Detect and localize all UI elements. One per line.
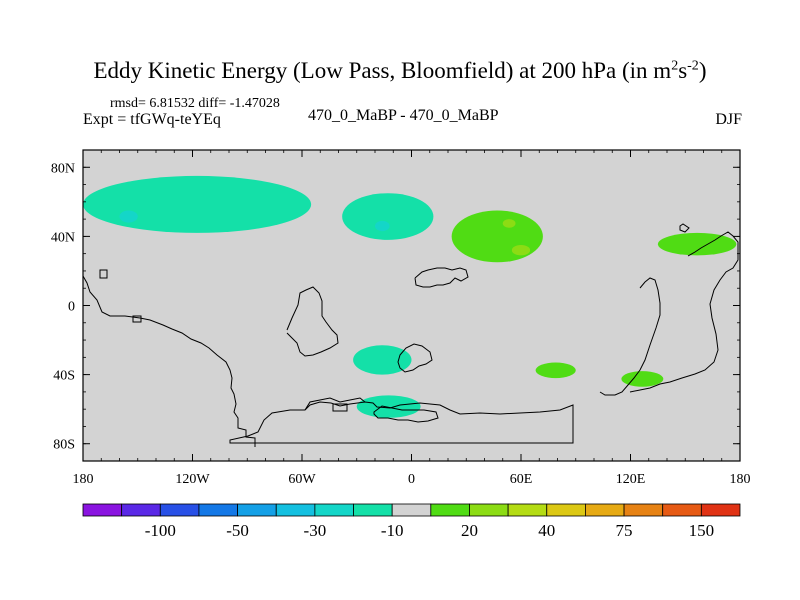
x-tick-label: 120E (616, 472, 646, 487)
anomaly-region-s-indian (535, 362, 576, 379)
experiment-label: Expt = tfGWq-teYEq (83, 111, 221, 128)
y-axis: 80N 40N 0 40S 80S (51, 149, 740, 462)
anomaly-region-n-pacific-atlantic (83, 175, 312, 233)
x-tick-label: 0 (408, 472, 415, 487)
y-tick-label: 80S (53, 438, 75, 453)
x-axis: 180 120W 60W 0 60E 120E 180 (73, 150, 751, 487)
colorbar-label: -10 (381, 521, 404, 540)
colorbar-swatch (353, 503, 393, 517)
center-label: 470_0_MaBP - 470_0_MaBP (308, 107, 499, 124)
colorbar-swatch (469, 503, 509, 517)
anomaly-region-s-ocean (356, 395, 421, 418)
colorbar-label: -50 (226, 521, 249, 540)
anomaly-region-s-atlantic (353, 345, 412, 375)
colorbar-swatch (237, 503, 277, 517)
colorbar-swatch (121, 503, 161, 517)
title-main: Eddy Kinetic Energy (Low Pass, Bloomfiel… (93, 58, 672, 83)
coastline-island-2 (332, 403, 348, 412)
anomaly-region-eurasia-core-2 (511, 245, 531, 256)
colorbar-swatch (275, 503, 316, 517)
coastline-ross-shelf (373, 405, 439, 423)
coastline-asia-island (99, 269, 108, 279)
season-label: DJF (715, 111, 742, 128)
title-exponent-1: 2 (671, 58, 679, 74)
coastline-weddell (304, 397, 366, 411)
x-tick-label: 60W (288, 472, 316, 487)
colorbar-swatch (159, 503, 200, 517)
colorbar-label: -30 (304, 521, 327, 540)
anomaly-region-n-atlantic-blob (342, 193, 434, 240)
colorbar-swatch (314, 503, 354, 517)
colorbar-swatch (82, 503, 123, 517)
coastline-africa (414, 267, 469, 288)
title-end: ) (698, 58, 707, 83)
colorbar-label: 40 (538, 521, 555, 540)
x-tick-label: 180 (73, 472, 94, 487)
coastline-australia-east (599, 277, 661, 396)
title-exponent-2: -2 (687, 58, 699, 74)
colorbar: -100 -50 -30 -10 20 40 75 150 (82, 503, 741, 540)
anomaly-region-s-pacific (621, 371, 664, 387)
title-mid: s (678, 58, 688, 83)
stats-label: rmsd= 6.81532 diff= -1.47028 (110, 96, 280, 111)
anomaly-region-e-asia-blob (657, 232, 737, 256)
coastlines (82, 223, 739, 447)
colorbar-swatch (623, 503, 664, 517)
colorbar-label: -100 (145, 521, 176, 540)
coastline-patagonia (397, 343, 433, 373)
colorbar-swatch (585, 503, 625, 517)
coastline-antarctica (229, 401, 574, 444)
coastline-south-america-east (286, 286, 339, 357)
anomaly-region-n-atlantic-core (375, 220, 390, 232)
coastline-south-america-west (82, 275, 256, 447)
colorbar-swatch (546, 503, 586, 517)
colorbar-swatch (662, 503, 702, 517)
colorbar-swatch (430, 503, 470, 517)
colorbar-swatch (391, 503, 432, 517)
colorbar-label: 150 (689, 521, 715, 540)
y-tick-label: 40N (51, 230, 75, 245)
colorbar-label: 20 (461, 521, 478, 540)
anomaly-region-eurasia-core-1 (502, 219, 516, 228)
coastline-new-zealand (629, 231, 739, 393)
anomaly-region-n-pacific-core (119, 210, 138, 223)
coastline-north-island (679, 223, 690, 233)
y-tick-label: 80N (51, 161, 75, 176)
anomaly-regions (83, 175, 737, 418)
y-tick-label: 40S (53, 369, 75, 384)
anomaly-region-eurasia-arc (451, 210, 543, 263)
x-tick-label: 180 (730, 472, 751, 487)
colorbar-swatch (700, 503, 741, 517)
chart-title: Eddy Kinetic Energy (Low Pass, Bloomfiel… (0, 58, 800, 84)
x-tick-label: 60E (510, 472, 533, 487)
x-tick-label: 120W (175, 472, 210, 487)
colorbar-swatch (198, 503, 238, 517)
y-tick-label: 0 (68, 300, 75, 315)
colorbar-label: 75 (616, 521, 633, 540)
coastline-island-1 (132, 315, 142, 323)
colorbar-swatch (507, 503, 548, 517)
